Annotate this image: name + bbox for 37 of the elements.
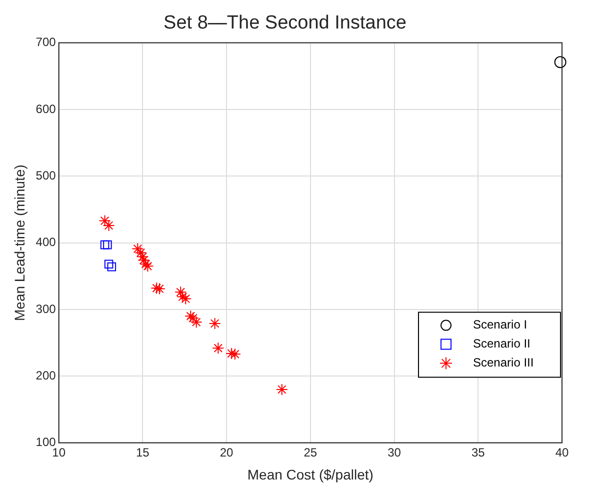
point (150, 282, 163, 294)
point (554, 56, 566, 68)
point (190, 316, 202, 328)
y-tick-label: 600 (36, 102, 56, 116)
legend-label: Scenario II (473, 336, 530, 351)
point (153, 282, 166, 295)
point (107, 262, 116, 272)
y-axis-title: Mean Lead-time (minute) (11, 164, 28, 322)
y-tick-label: 300 (36, 302, 56, 316)
point (208, 317, 221, 330)
point (187, 312, 200, 324)
point (226, 347, 238, 360)
point (100, 240, 110, 250)
chart-title: Set 8—The Second Instance (164, 12, 406, 34)
x-tick-label: 15 (136, 445, 150, 460)
x-tick-label: 30 (388, 445, 402, 460)
point (138, 254, 150, 266)
x-tick-label: 35 (471, 445, 486, 460)
point (212, 342, 224, 354)
legend-label: Scenario III (473, 356, 534, 370)
point (134, 246, 147, 259)
x-tick-label: 25 (304, 445, 318, 460)
point (276, 383, 288, 396)
point (180, 292, 192, 305)
y-tick-label: 200 (36, 368, 56, 382)
point (103, 240, 112, 250)
x-tick-label: 40 (555, 445, 569, 460)
point (104, 260, 114, 269)
x-tick-label: 20 (220, 445, 234, 460)
y-tick-label: 500 (36, 168, 56, 182)
legend-label: Scenario I (473, 318, 528, 332)
x-axis-title: Mean Cost ($/pallet) (247, 466, 374, 482)
y-tick-label: 700 (36, 35, 56, 50)
point (132, 242, 144, 255)
point (228, 348, 241, 360)
point (136, 250, 149, 263)
y-tick-label: 400 (36, 235, 56, 250)
